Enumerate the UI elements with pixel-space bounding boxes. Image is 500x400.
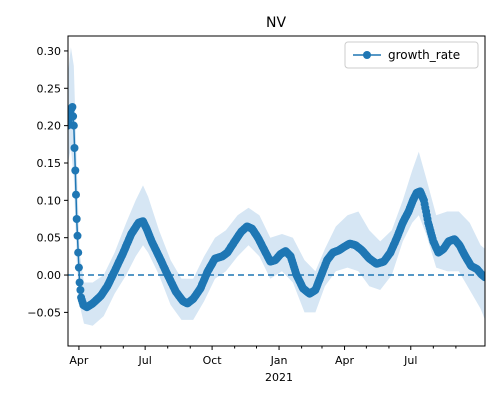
data-point bbox=[76, 286, 85, 294]
x-tick-label: Apr bbox=[69, 354, 89, 367]
series-markers-growth-rate bbox=[68, 103, 485, 312]
legend-box bbox=[344, 41, 479, 69]
data-point bbox=[481, 273, 485, 282]
x-tick-label: Apr bbox=[335, 354, 355, 367]
plot-inner bbox=[68, 47, 485, 326]
legend-label: growth_rate bbox=[388, 48, 460, 62]
legend: growth_rate bbox=[344, 41, 479, 69]
data-point bbox=[69, 112, 78, 121]
x-tick-label: Oct bbox=[203, 354, 223, 367]
y-tick-label: 0.30 bbox=[37, 45, 62, 58]
y-tick-label: 0.00 bbox=[37, 269, 62, 282]
x-year-label: 2021 bbox=[265, 371, 293, 384]
chart-title: NV bbox=[266, 15, 286, 31]
data-point bbox=[72, 190, 80, 199]
axes: −0.05 0.00 0.05 0.10 0.15 0.20 0.25 0.30 Apr Jul O… bbox=[27, 35, 486, 384]
data-point bbox=[74, 263, 83, 272]
data-point bbox=[72, 215, 81, 223]
data-point bbox=[74, 248, 83, 257]
data-point bbox=[68, 103, 77, 111]
data-point bbox=[70, 144, 79, 152]
y-tick-label: 0.05 bbox=[37, 232, 62, 245]
y-tick-label: 0.20 bbox=[37, 120, 62, 133]
confidence-band bbox=[68, 47, 485, 326]
y-tick-label: 0.10 bbox=[37, 194, 62, 207]
x-tick-label: Jul bbox=[138, 354, 152, 367]
axes-frame bbox=[67, 35, 486, 347]
y-tick-label: 0.15 bbox=[37, 157, 62, 170]
data-point bbox=[69, 121, 78, 130]
y-tick-label: 0.25 bbox=[37, 82, 62, 95]
x-tick-label: Jan bbox=[270, 354, 288, 367]
data-point bbox=[71, 166, 80, 175]
plot-area bbox=[68, 47, 485, 326]
x-tick-label: Jul bbox=[403, 354, 417, 367]
data-point bbox=[73, 231, 82, 240]
data-point bbox=[75, 278, 84, 287]
legend-marker-swatch bbox=[363, 51, 371, 59]
y-tick-label: −0.05 bbox=[27, 306, 61, 319]
